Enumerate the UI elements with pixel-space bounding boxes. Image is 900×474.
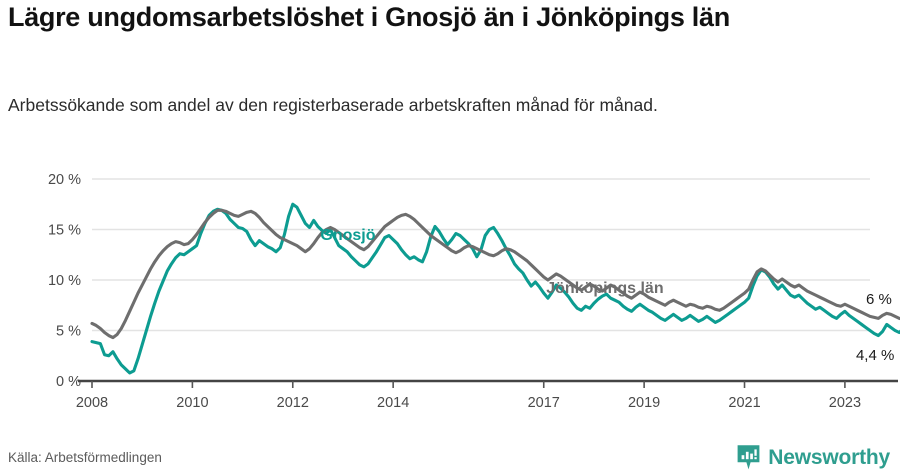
y-axis-tick-label: 15 % xyxy=(48,223,81,239)
page-title: Lägre ungdomsarbetslöshet i Gnosjö än i … xyxy=(8,2,730,32)
x-axis-tick-label: 2021 xyxy=(728,395,760,411)
x-axis-tick-label: 2023 xyxy=(829,395,861,411)
end-value-gnosjo: 4,4 % xyxy=(855,347,895,365)
newsworthy-logo: Newsworthy xyxy=(736,444,890,471)
x-axis-tick-label: 2008 xyxy=(76,395,108,411)
chart-container: 0 % 5 % 10 % 15 % 20 % 2008 2010 2012 2014 2017 2… xyxy=(0,162,900,430)
x-axis-tick-labels: 2008 2010 2012 2014 2017 2019 2021 2023 xyxy=(76,395,861,411)
x-axis-tick-label: 2010 xyxy=(176,395,208,411)
y-axis-tick-label: 20 % xyxy=(48,172,81,188)
series-label-jonkopings-lan: Jönköpings län xyxy=(546,280,664,298)
x-axis-tick-label: 2019 xyxy=(628,395,660,411)
bar-chart-pin-icon xyxy=(737,445,760,470)
source-note: Källa: Arbetsförmedlingen xyxy=(8,450,162,465)
y-axis-tick-label: 5 % xyxy=(56,324,81,340)
series-line-j-nk-pings-l-n xyxy=(90,208,900,340)
y-axis-tick-labels: 0 % 5 % 10 % 15 % 20 % xyxy=(48,172,81,390)
x-axis xyxy=(78,379,898,388)
end-value-jonkopings-lan: 6 % xyxy=(865,290,892,308)
x-axis-tick-label: 2017 xyxy=(528,395,560,411)
series-line-gnosj xyxy=(90,202,900,375)
y-axis-tick-label: 10 % xyxy=(48,273,81,289)
x-axis-tick-label: 2014 xyxy=(377,395,409,411)
gridlines xyxy=(92,178,870,332)
page-subtitle: Arbetssökande som andel av den registerb… xyxy=(8,95,658,115)
y-axis-tick-label: 0 % xyxy=(56,374,81,390)
x-axis-tick-label: 2012 xyxy=(277,395,309,411)
series-label-gnosjo: Gnosjö xyxy=(320,227,376,245)
series-lines xyxy=(90,202,900,375)
line-chart: 0 %5 %10 %15 %20 % 2008 2010 2012 2014 2017 2… xyxy=(48,172,900,411)
brand-name: Newsworthy xyxy=(768,445,890,469)
